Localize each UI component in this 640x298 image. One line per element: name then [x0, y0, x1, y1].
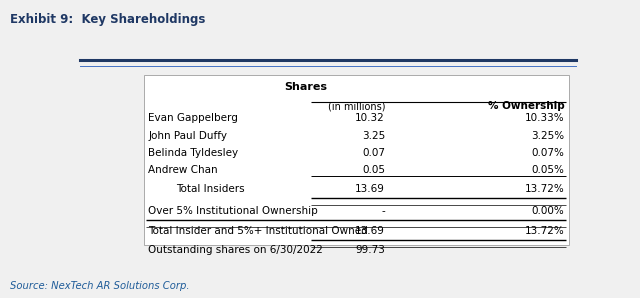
- Text: 0.07%: 0.07%: [532, 148, 564, 158]
- Text: 13.72%: 13.72%: [525, 226, 564, 236]
- Text: Evan Gappelberg: Evan Gappelberg: [148, 113, 238, 123]
- Text: 0.00%: 0.00%: [532, 206, 564, 216]
- Text: 10.33%: 10.33%: [525, 113, 564, 123]
- FancyBboxPatch shape: [145, 75, 568, 245]
- Text: 3.25: 3.25: [362, 131, 385, 141]
- Text: Over 5% Institutional Ownership: Over 5% Institutional Ownership: [148, 206, 318, 216]
- Text: 13.69: 13.69: [355, 184, 385, 195]
- Text: 13.69: 13.69: [355, 226, 385, 236]
- Text: Shares: Shares: [284, 82, 327, 92]
- Text: Source: NexTech AR Solutions Corp.: Source: NexTech AR Solutions Corp.: [10, 280, 189, 291]
- Text: 0.07: 0.07: [362, 148, 385, 158]
- Text: 99.73: 99.73: [355, 245, 385, 254]
- Text: John Paul Duffy: John Paul Duffy: [148, 131, 227, 141]
- Text: -: -: [381, 206, 385, 216]
- Text: Andrew Chan: Andrew Chan: [148, 165, 218, 175]
- Text: Total Insiders: Total Insiders: [176, 184, 244, 195]
- Text: 13.72%: 13.72%: [525, 184, 564, 195]
- Text: (in millions): (in millions): [328, 101, 385, 111]
- Text: 3.25%: 3.25%: [531, 131, 564, 141]
- Text: % Ownership: % Ownership: [488, 101, 564, 111]
- Text: Outstanding shares on 6/30/2022: Outstanding shares on 6/30/2022: [148, 245, 323, 254]
- Text: 0.05: 0.05: [362, 165, 385, 175]
- Text: Belinda Tyldesley: Belinda Tyldesley: [148, 148, 239, 158]
- Text: Exhibit 9:  Key Shareholdings: Exhibit 9: Key Shareholdings: [10, 13, 205, 27]
- Text: 0.05%: 0.05%: [532, 165, 564, 175]
- Text: 10.32: 10.32: [355, 113, 385, 123]
- Text: Total Insider and 5%+ Institutional Owned: Total Insider and 5%+ Institutional Owne…: [148, 226, 368, 236]
